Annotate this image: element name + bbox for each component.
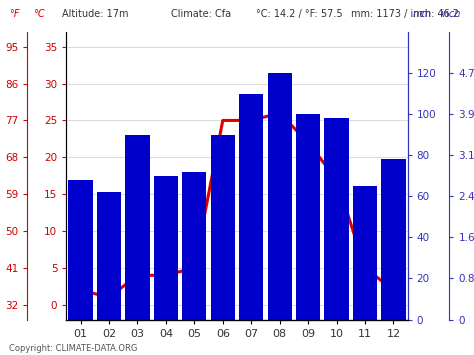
Text: mm: mm: [412, 9, 431, 19]
Text: °C: 14.2 / °F: 57.5: °C: 14.2 / °F: 57.5: [256, 9, 343, 19]
Bar: [381, 159, 405, 320]
Text: inch: inch: [441, 9, 461, 19]
Bar: [324, 118, 348, 320]
Text: mm: 1173 / inch: 46.2: mm: 1173 / inch: 46.2: [351, 9, 459, 19]
Bar: [97, 192, 121, 320]
Text: °F: °F: [9, 9, 20, 19]
Bar: [182, 171, 206, 320]
Bar: [267, 73, 292, 320]
Bar: [68, 180, 92, 320]
Bar: [210, 135, 235, 320]
Text: Copyright: CLIMATE-DATA.ORG: Copyright: CLIMATE-DATA.ORG: [9, 344, 138, 353]
Text: °C: °C: [33, 9, 45, 19]
Bar: [296, 114, 320, 320]
Bar: [239, 94, 263, 320]
Text: Altitude: 17m: Altitude: 17m: [62, 9, 128, 19]
Bar: [125, 135, 149, 320]
Bar: [154, 176, 178, 320]
Text: Climate: Cfa: Climate: Cfa: [171, 9, 231, 19]
Bar: [353, 186, 377, 320]
